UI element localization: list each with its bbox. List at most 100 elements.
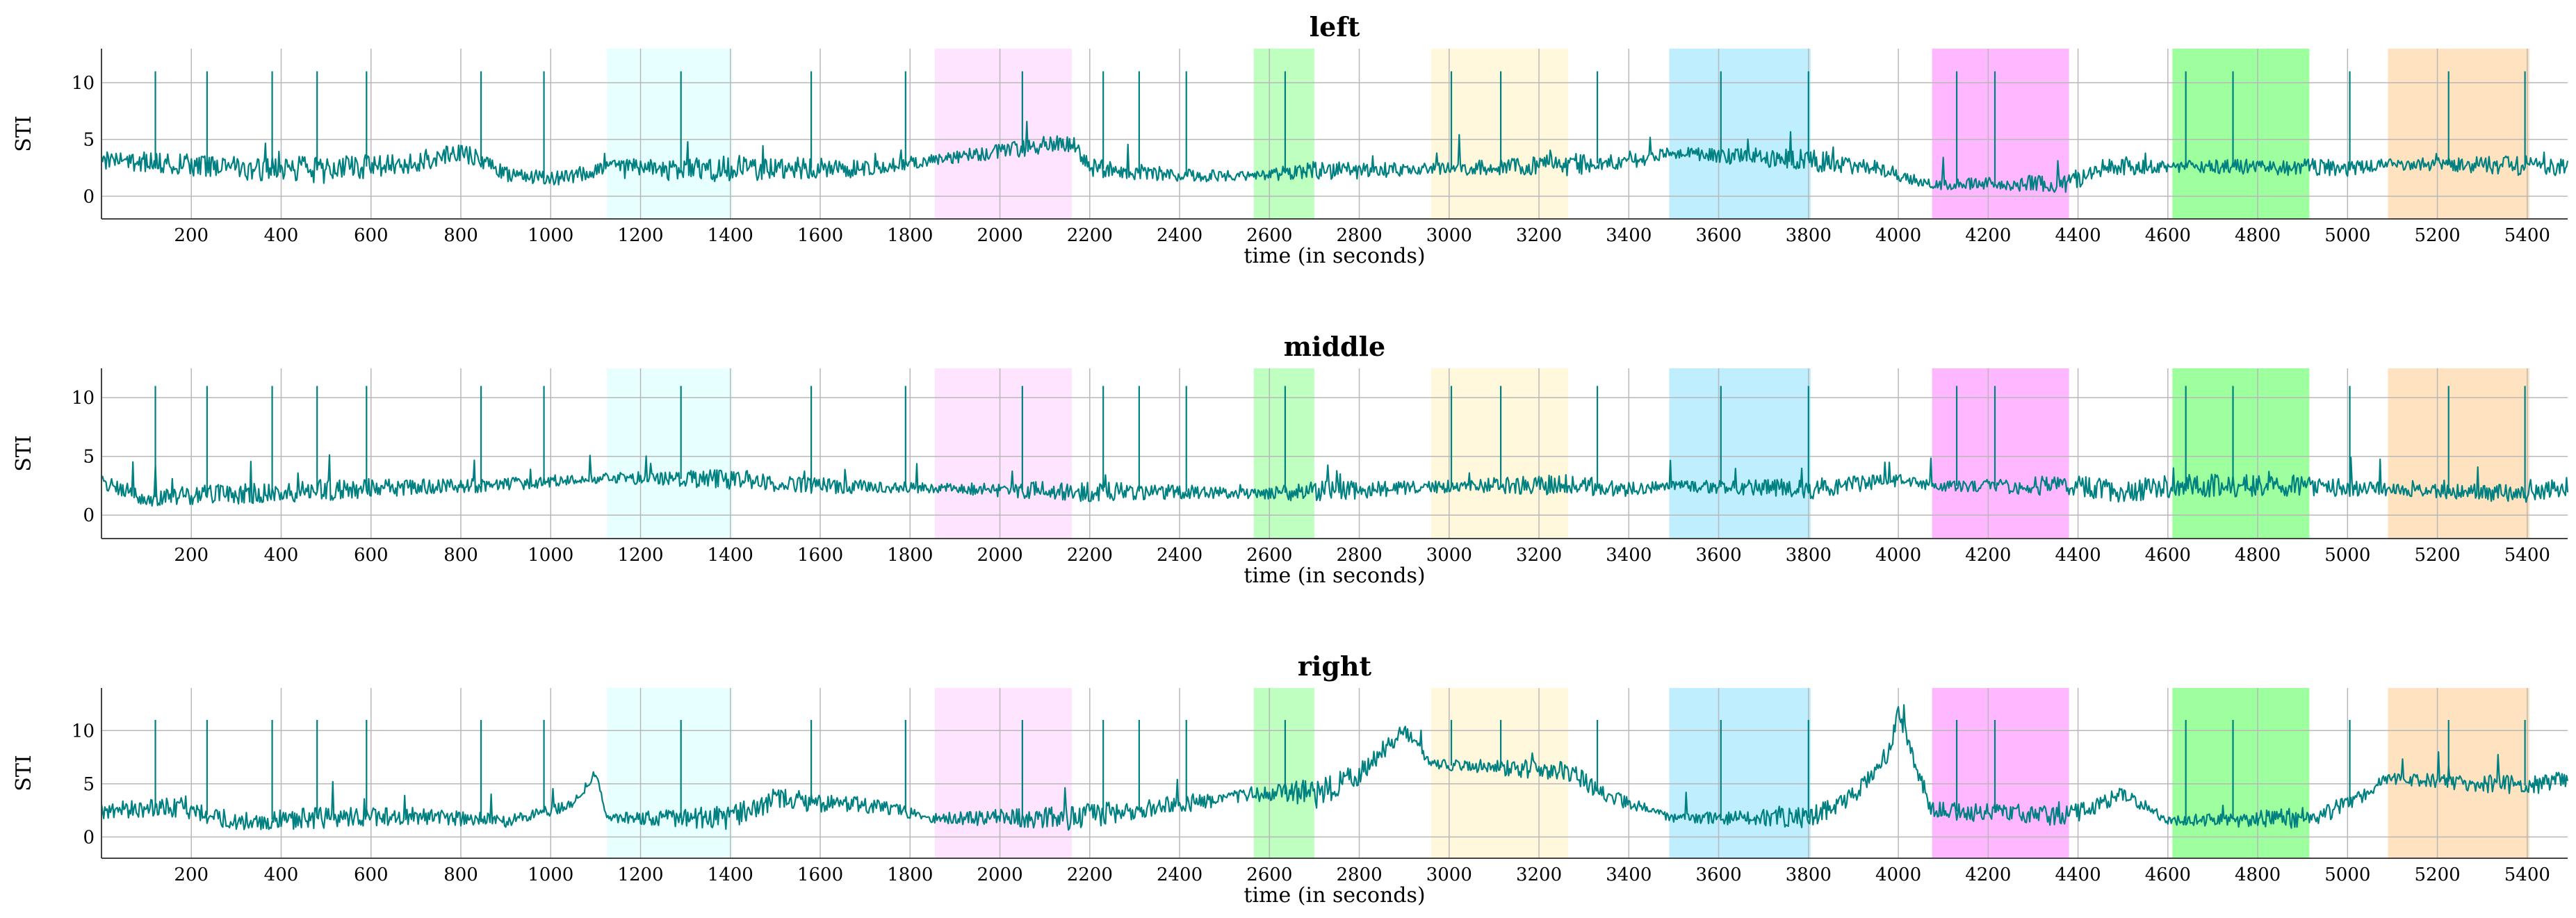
x-tick-label: 5000	[2324, 864, 2370, 885]
y-tick-label: 0	[83, 186, 95, 207]
x-axis-label: time (in seconds)	[1244, 244, 1425, 268]
x-tick-label: 1000	[528, 864, 573, 885]
x-tick-label: 800	[443, 545, 478, 566]
shaded-interval-2	[934, 368, 1072, 539]
shaded-interval-5	[1669, 688, 1811, 858]
x-tick-label: 3600	[1695, 545, 1741, 566]
panel-title: right	[1298, 650, 1372, 682]
x-tick-label: 3200	[1516, 225, 1562, 246]
x-tick-label: 4400	[2055, 545, 2101, 566]
panel-title: middle	[1284, 331, 1385, 362]
x-tick-label: 4200	[1965, 864, 2011, 885]
y-tick-label: 10	[72, 388, 95, 409]
y-tick-label: 5	[83, 447, 95, 468]
x-tick-label: 3400	[1606, 864, 1652, 885]
x-tick-label: 400	[264, 225, 299, 246]
x-tick-label: 1000	[528, 545, 573, 566]
shaded-interval-2	[934, 688, 1072, 858]
x-tick-label: 5000	[2324, 545, 2370, 566]
x-tick-label: 5200	[2414, 864, 2460, 885]
shaded-interval-1	[607, 49, 733, 219]
panel-middle: middle 200 400 600 800 1000 1200 1400 1600 1800 20…	[12, 331, 2569, 588]
shaded-interval-4	[1430, 49, 1569, 219]
x-tick-label: 800	[443, 225, 478, 246]
x-tick-label: 1600	[797, 864, 843, 885]
shaded-interval-2	[934, 49, 1072, 219]
x-tick-label: 600	[354, 864, 389, 885]
x-tick-label: 1200	[617, 545, 663, 566]
x-tick-label: 1200	[617, 864, 663, 885]
x-tick-label: 200	[174, 545, 209, 566]
x-tick-label: 4000	[1875, 225, 1921, 246]
x-tick-label: 2400	[1157, 225, 1203, 246]
x-tick-label: 1800	[887, 864, 933, 885]
x-tick-label: 3600	[1695, 225, 1741, 246]
x-tick-label: 2200	[1067, 545, 1113, 566]
shaded-interval-4	[1430, 688, 1569, 858]
x-tick-label: 2200	[1067, 225, 1113, 246]
shaded-interval-8	[2388, 49, 2530, 219]
x-tick-label: 3400	[1606, 225, 1652, 246]
x-tick-label: 3600	[1695, 864, 1741, 885]
x-tick-label: 4800	[2235, 225, 2281, 246]
x-tick-label: 1400	[708, 545, 753, 566]
shaded-interval-7	[2172, 49, 2310, 219]
shaded-interval-4	[1430, 368, 1569, 539]
x-tick-label: 4400	[2055, 225, 2101, 246]
shaded-interval-3	[1253, 688, 1314, 858]
y-tick-label: 5	[83, 774, 95, 795]
x-tick-label: 5400	[2504, 225, 2550, 246]
panel-left: left 200 400 600 800 1000 1200 1400 1600 1800 2000…	[12, 11, 2569, 268]
x-tick-label: 3800	[1786, 545, 1832, 566]
x-tick-label: 1600	[797, 225, 843, 246]
x-tick-label: 2800	[1336, 225, 1382, 246]
y-axis-label: STI	[12, 755, 36, 791]
shaded-interval-5	[1669, 368, 1811, 539]
x-tick-label: 2600	[1246, 864, 1292, 885]
x-tick-label: 4000	[1875, 864, 1921, 885]
x-tick-label: 2600	[1246, 225, 1292, 246]
x-tick-label: 4600	[2145, 864, 2191, 885]
x-tick-label: 4600	[2145, 225, 2191, 246]
x-tick-label: 400	[264, 864, 299, 885]
sti-trace-left	[100, 120, 2569, 193]
x-tick-label: 3000	[1426, 225, 1472, 246]
shaded-interval-6	[1932, 688, 2069, 858]
x-tick-label: 3000	[1426, 864, 1472, 885]
x-tick-label: 2400	[1157, 545, 1203, 566]
shaded-interval-1	[607, 688, 733, 858]
x-tick-label: 1600	[797, 545, 843, 566]
x-tick-label: 5400	[2504, 545, 2550, 566]
x-tick-label: 5000	[2324, 225, 2370, 246]
x-tick-label: 4800	[2235, 864, 2281, 885]
x-tick-label: 3000	[1426, 545, 1472, 566]
x-tick-label: 1400	[708, 225, 753, 246]
shaded-interval-3	[1253, 49, 1314, 219]
x-tick-label: 2600	[1246, 545, 1292, 566]
x-tick-label: 2800	[1336, 864, 1382, 885]
shaded-interval-1	[607, 368, 733, 539]
x-axis-label: time (in seconds)	[1244, 564, 1425, 588]
x-tick-label: 2800	[1336, 545, 1382, 566]
y-tick-label: 0	[83, 505, 95, 526]
y-tick-label: 10	[72, 73, 95, 94]
x-tick-label: 2000	[977, 864, 1022, 885]
x-tick-label: 1800	[887, 225, 933, 246]
x-tick-label: 3800	[1786, 864, 1832, 885]
x-tick-label: 3800	[1786, 225, 1832, 246]
x-tick-label: 4400	[2055, 864, 2101, 885]
x-tick-label: 1000	[528, 225, 573, 246]
x-tick-label: 200	[174, 225, 209, 246]
shaded-interval-8	[2388, 368, 2530, 539]
x-tick-label: 800	[443, 864, 478, 885]
x-tick-label: 4200	[1965, 545, 2011, 566]
shaded-interval-8	[2388, 688, 2530, 858]
sti-trace-middle	[101, 454, 2569, 507]
x-tick-label: 600	[354, 225, 389, 246]
y-tick-label: 0	[83, 827, 95, 848]
x-tick-label: 2000	[977, 545, 1022, 566]
panel-right: right 200 400 600 800 1000 1200 1400 1600 1800 200…	[12, 650, 2569, 908]
x-tick-label: 600	[354, 545, 389, 566]
